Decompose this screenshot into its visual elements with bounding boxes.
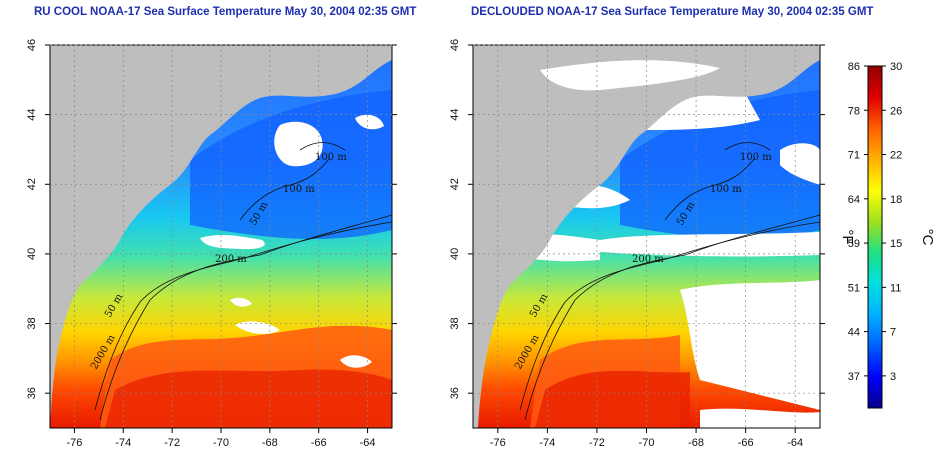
celsius-tick-label: 22 <box>890 150 902 162</box>
y-tick-label: 38 <box>26 317 38 329</box>
celsius-tick-label: 11 <box>890 282 901 294</box>
x-tick-label: -66 <box>311 437 327 449</box>
y-tick-label: 40 <box>26 248 38 260</box>
celsius-tick-label: 7 <box>890 327 896 339</box>
fahrenheit-tick-label: 64 <box>848 194 860 206</box>
right-panel-title: DECLOUDED NOAA-17 Sea Surface Temperatur… <box>471 6 874 18</box>
left-bathymetry-contours <box>94 142 393 421</box>
y-tick-label: 46 <box>449 39 461 51</box>
shelf-cold-water <box>620 90 820 240</box>
land-mass <box>473 45 820 428</box>
x-tick-label: -68 <box>688 437 704 449</box>
fahrenheit-tick-label: 71 <box>848 150 860 162</box>
y-tick-label: 42 <box>26 178 38 190</box>
fahrenheit-tick-label: 37 <box>848 371 860 383</box>
colorbar-gradient <box>867 65 883 409</box>
x-tick-label: -76 <box>66 437 82 449</box>
contour-label: 200 m <box>632 254 664 265</box>
celsius-tick-label: 3 <box>890 371 896 383</box>
celsius-unit-label: °C <box>919 229 936 246</box>
contour-label: 100 m <box>315 152 347 163</box>
left-y-axis: 36 38 40 42 44 46 <box>26 39 397 399</box>
fahrenheit-tick-label: 44 <box>848 327 860 339</box>
celsius-tick-label: 18 <box>890 194 902 206</box>
y-tick-label: 44 <box>26 109 38 121</box>
x-tick-label: -70 <box>213 437 229 449</box>
fahrenheit-ticks: 86 78 71 64 59 51 44 37 <box>848 61 868 383</box>
fahrenheit-tick-label: 86 <box>848 61 860 73</box>
cloud-mask-north <box>540 60 720 91</box>
x-tick-label: -74 <box>539 437 555 449</box>
fahrenheit-tick-label: 59 <box>848 238 860 250</box>
right-y-axis: 36 38 40 42 44 46 <box>449 39 825 399</box>
contour-label: 200 m <box>215 254 247 265</box>
x-tick-label: -72 <box>164 437 180 449</box>
temperature-colorbar: 86 78 71 64 59 51 44 37 30 26 22 18 15 11 7 3 °F °C <box>839 61 936 409</box>
x-tick-label: -76 <box>490 437 506 449</box>
y-tick-label: 36 <box>26 387 38 399</box>
land-mass <box>50 45 392 428</box>
x-tick-label: -74 <box>115 437 131 449</box>
celsius-tick-label: 26 <box>890 105 902 117</box>
gulf-stream-hot-core <box>535 370 690 428</box>
celsius-ticks: 30 26 22 18 15 11 7 3 <box>882 61 902 383</box>
y-tick-label: 36 <box>449 387 461 399</box>
right-bathymetry-contours <box>519 142 821 421</box>
x-tick-label: -64 <box>360 437 376 449</box>
y-tick-label: 46 <box>26 39 38 51</box>
fahrenheit-tick-label: 78 <box>848 105 860 117</box>
celsius-tick-label: 30 <box>890 61 902 73</box>
cloud-patches <box>200 114 384 368</box>
left-sst-map: 100 m 100 m 50 m 200 m 50 m 2000 m -76 -7… <box>26 39 397 449</box>
y-tick-label: 38 <box>449 317 461 329</box>
left-panel-title: RU COOL NOAA-17 Sea Surface Temperature … <box>34 6 417 18</box>
gulf-stream-hot-core <box>105 369 392 428</box>
y-tick-label: 42 <box>449 178 461 190</box>
y-tick-label: 40 <box>449 248 461 260</box>
left-graticule <box>50 44 392 428</box>
right-sst-map: 100 m 100 m 50 m 200 m 50 m 2000 m -76 -7… <box>449 39 825 449</box>
x-tick-label: -72 <box>589 437 605 449</box>
contour-label: 100 m <box>283 184 315 195</box>
x-tick-label: -66 <box>738 437 754 449</box>
cloud-mask <box>520 83 820 428</box>
right-x-axis: -76 -74 -72 -70 -68 -66 -64 <box>490 428 803 449</box>
contour-label: 100 m <box>710 184 742 195</box>
x-tick-label: -68 <box>262 437 278 449</box>
x-tick-label: -64 <box>787 437 803 449</box>
celsius-tick-label: 15 <box>890 238 902 250</box>
x-tick-label: -70 <box>639 437 655 449</box>
y-tick-label: 44 <box>449 109 461 121</box>
fahrenheit-unit-label: °F <box>839 229 856 244</box>
left-x-axis: -76 -74 -72 -70 -68 -66 -64 <box>66 428 376 449</box>
contour-label: 100 m <box>740 152 772 163</box>
fahrenheit-tick-label: 51 <box>848 282 860 294</box>
